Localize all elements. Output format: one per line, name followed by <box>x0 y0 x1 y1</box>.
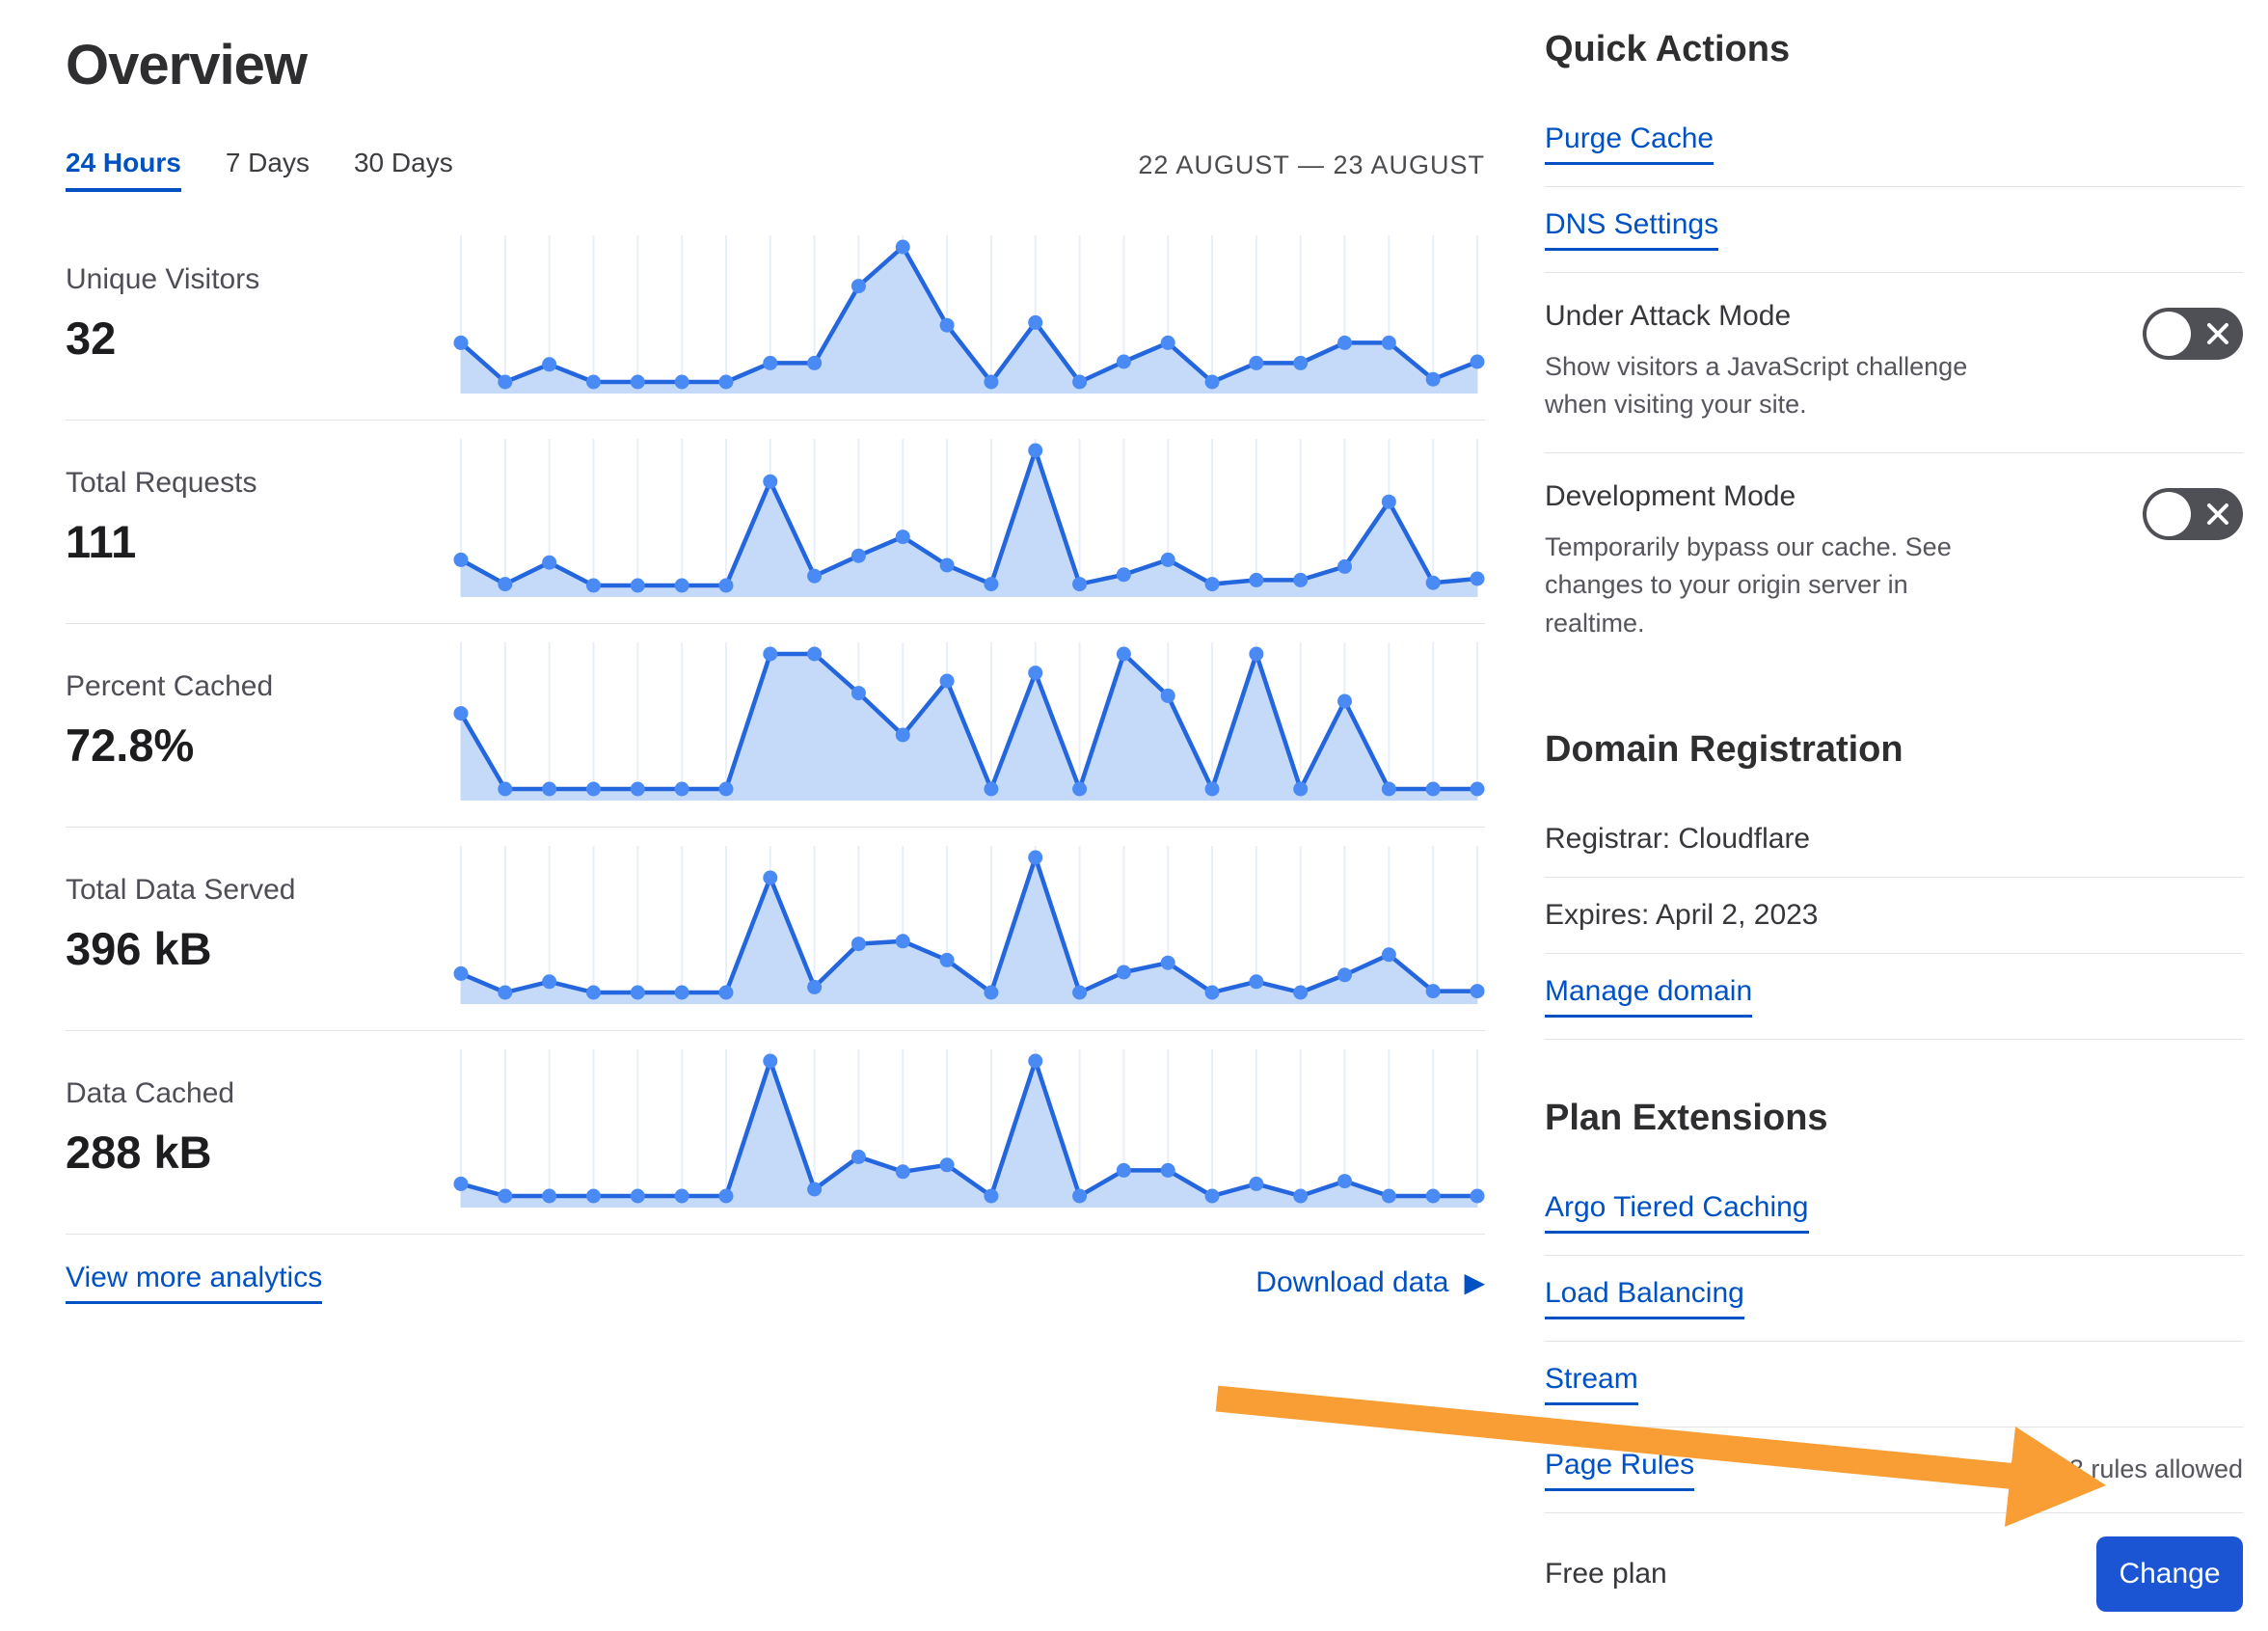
development-mode-text: Development Mode Temporarily bypass our … <box>1545 480 2008 641</box>
under-attack-mode-description: Show visitors a JavaScript challenge whe… <box>1545 352 1968 420</box>
metric-label: Data Cached <box>66 1076 235 1109</box>
download-data-label: Download data <box>1256 1266 1449 1298</box>
dns-settings-row: DNS Settings <box>1545 187 2243 273</box>
time-range-tabs: 24 Hours 7 Days 30 Days <box>66 148 453 192</box>
page-rules-allowance: 3 rules allowed <box>2068 1454 2243 1484</box>
analytics-footer: View more analytics Download data ▶ <box>66 1235 1485 1304</box>
quick-actions-heading: Quick Actions <box>1545 29 1791 69</box>
metric-info: Percent Cached 72.8% <box>66 670 432 781</box>
stream-link[interactable]: Stream <box>1545 1363 1638 1405</box>
current-plan-row: Free plan Change <box>1545 1513 2243 1631</box>
download-data-link[interactable]: Download data ▶ <box>1256 1266 1485 1299</box>
argo-tiered-caching-row: Argo Tiered Caching <box>1545 1170 2243 1256</box>
manage-domain-row: Manage domain <box>1545 954 2243 1040</box>
expires-row: Expires: April 2, 2023 <box>1545 878 2243 954</box>
page-rules-row: Page Rules 3 rules allowed <box>1545 1427 2243 1513</box>
registrar-text: Registrar: Cloudflare <box>1545 822 1811 855</box>
metric-value: 32 <box>66 312 117 364</box>
load-balancing-row: Load Balancing <box>1545 1256 2243 1342</box>
play-triangle-icon: ▶ <box>1464 1267 1485 1297</box>
tab-24-hours[interactable]: 24 Hours <box>66 148 181 192</box>
metric-label: Total Requests <box>66 466 257 499</box>
metric-row-data-cached: Data Cached 288 kB <box>66 1031 1485 1235</box>
manage-domain-link[interactable]: Manage domain <box>1545 975 1753 1018</box>
date-range-label: 22 AUGUST — 23 AUGUST <box>1138 150 1485 179</box>
development-mode-title: Development Mode <box>1545 480 1796 513</box>
metric-row-total-requests: Total Requests 111 <box>66 421 1485 624</box>
tabs-row: 24 Hours 7 Days 30 Days 22 AUGUST — 23 A… <box>66 148 1485 192</box>
page-title: Overview <box>66 34 308 96</box>
right-sidebar: Quick Actions Purge Cache DNS Settings U… <box>1545 19 2243 1631</box>
metric-label: Unique Visitors <box>66 262 260 295</box>
under-attack-mode-toggle[interactable] <box>2143 308 2243 360</box>
metric-info: Total Requests 111 <box>66 467 432 578</box>
under-attack-mode-title: Under Attack Mode <box>1545 300 1792 332</box>
analytics-panel: Overview 24 Hours 7 Days 30 Days 22 AUGU… <box>66 19 1485 1631</box>
tab-30-days[interactable]: 30 Days <box>353 148 453 177</box>
development-mode-toggle[interactable] <box>2143 488 2243 541</box>
metric-label: Total Data Served <box>66 873 296 906</box>
page-rules-link[interactable]: Page Rules <box>1545 1449 1695 1491</box>
purge-cache-link[interactable]: Purge Cache <box>1545 122 1714 165</box>
data-cached-sparkline <box>453 1049 1485 1208</box>
metric-value: 396 kB <box>66 922 212 974</box>
metric-value: 72.8% <box>66 719 195 771</box>
metric-label: Percent Cached <box>66 669 274 702</box>
metric-info: Unique Visitors 32 <box>66 263 432 374</box>
total-requests-sparkline <box>453 439 1485 597</box>
argo-tiered-caching-link[interactable]: Argo Tiered Caching <box>1545 1191 1809 1234</box>
toggle-knob <box>2146 492 2191 537</box>
expires-text: Expires: April 2, 2023 <box>1545 898 1819 931</box>
metric-info: Data Cached 288 kB <box>66 1077 432 1188</box>
registrar-row: Registrar: Cloudflare <box>1545 802 2243 878</box>
unique-visitors-sparkline <box>453 235 1485 394</box>
toggle-off-x-icon <box>2207 503 2228 526</box>
load-balancing-link[interactable]: Load Balancing <box>1545 1277 1744 1319</box>
stream-row: Stream <box>1545 1342 2243 1427</box>
domain-registration-heading: Domain Registration <box>1545 728 1904 770</box>
toggle-off-x-icon <box>2207 323 2228 344</box>
development-mode-description: Temporarily bypass our cache. See change… <box>1545 532 1952 638</box>
plan-extensions-heading: Plan Extensions <box>1545 1097 1828 1138</box>
total-data-served-sparkline <box>453 846 1485 1004</box>
percent-cached-sparkline <box>453 642 1485 801</box>
change-plan-button[interactable]: Change <box>2096 1536 2243 1612</box>
under-attack-mode-section: Under Attack Mode Show visitors a JavaSc… <box>1545 273 2243 454</box>
dns-settings-link[interactable]: DNS Settings <box>1545 208 1719 251</box>
purge-cache-row: Purge Cache <box>1545 101 2243 187</box>
current-plan-label: Free plan <box>1545 1557 1667 1590</box>
view-more-analytics-link[interactable]: View more analytics <box>66 1262 323 1304</box>
metric-row-total-data-served: Total Data Served 396 kB <box>66 828 1485 1031</box>
metric-value: 111 <box>66 515 137 567</box>
metrics-list: Unique Visitors 32 Total Requests 111 Pe… <box>66 217 1485 1235</box>
metric-row-percent-cached: Percent Cached 72.8% <box>66 624 1485 828</box>
toggle-knob <box>2146 312 2191 356</box>
metric-info: Total Data Served 396 kB <box>66 874 432 985</box>
metric-value: 288 kB <box>66 1126 212 1178</box>
tab-7-days[interactable]: 7 Days <box>225 148 310 177</box>
development-mode-section: Development Mode Temporarily bypass our … <box>1545 453 2243 670</box>
under-attack-mode-text: Under Attack Mode Show visitors a JavaSc… <box>1545 300 2008 423</box>
metric-row-unique-visitors: Unique Visitors 32 <box>66 217 1485 421</box>
